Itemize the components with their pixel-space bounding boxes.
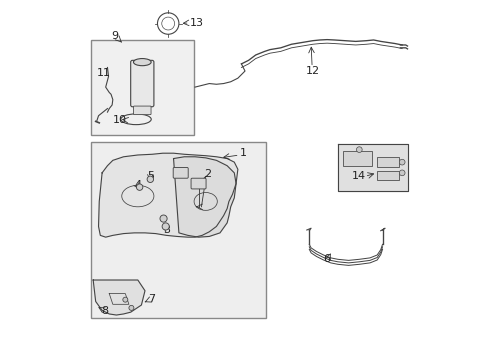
Text: 4: 4	[134, 180, 142, 190]
FancyBboxPatch shape	[134, 106, 151, 114]
Text: 1: 1	[240, 148, 246, 158]
FancyBboxPatch shape	[173, 167, 188, 178]
Text: 9: 9	[111, 31, 118, 41]
Bar	[343, 152, 372, 166]
Circle shape	[129, 305, 134, 310]
Circle shape	[147, 176, 153, 183]
Text: 7: 7	[148, 294, 156, 303]
Circle shape	[356, 147, 362, 153]
Ellipse shape	[133, 59, 151, 66]
Text: 8: 8	[101, 306, 108, 316]
Polygon shape	[173, 157, 236, 237]
Circle shape	[160, 215, 167, 222]
Text: 13: 13	[190, 18, 204, 28]
Polygon shape	[93, 280, 145, 315]
Text: 14: 14	[352, 171, 367, 181]
Circle shape	[399, 159, 405, 165]
Circle shape	[162, 223, 169, 230]
FancyBboxPatch shape	[91, 40, 194, 135]
Circle shape	[399, 170, 405, 176]
Text: 2: 2	[204, 168, 211, 179]
Text: 5: 5	[147, 171, 154, 181]
Text: 3: 3	[164, 225, 171, 235]
Polygon shape	[98, 153, 238, 237]
Bar	[377, 157, 398, 167]
Bar	[377, 171, 398, 180]
Circle shape	[136, 184, 143, 190]
Text: 12: 12	[306, 66, 320, 76]
Text: 6: 6	[324, 253, 331, 264]
FancyBboxPatch shape	[91, 143, 266, 318]
Polygon shape	[338, 144, 408, 191]
Text: 11: 11	[97, 68, 111, 78]
FancyBboxPatch shape	[131, 60, 154, 107]
Circle shape	[123, 297, 128, 302]
FancyBboxPatch shape	[191, 178, 206, 189]
Text: 10: 10	[112, 115, 126, 125]
